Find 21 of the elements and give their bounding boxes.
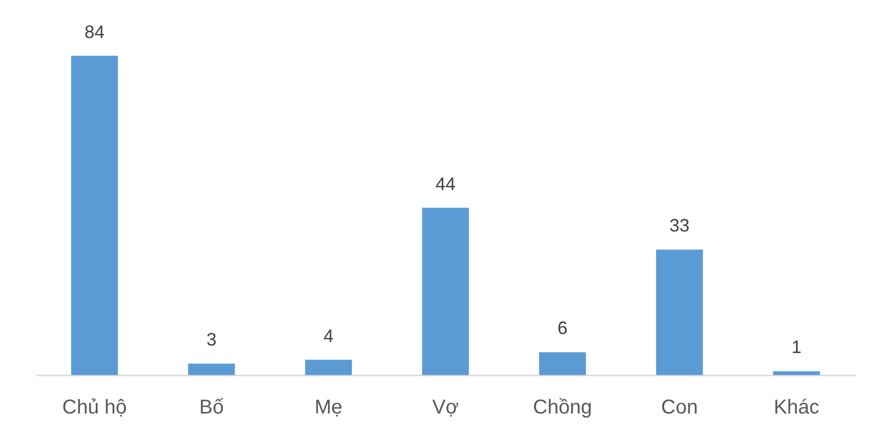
data-label: 1 bbox=[791, 337, 802, 358]
x-tick-label: Chủ hộ bbox=[62, 396, 127, 418]
x-tick-label: Vợ bbox=[432, 396, 459, 418]
bar bbox=[71, 56, 118, 375]
bar bbox=[422, 208, 469, 375]
x-tick-label: Khác bbox=[774, 396, 820, 418]
data-label: 4 bbox=[323, 326, 334, 346]
data-label: 84 bbox=[84, 22, 105, 42]
x-tick-label: Mẹ bbox=[314, 396, 342, 418]
x-tick-label: Chồng bbox=[533, 396, 592, 418]
bar bbox=[188, 364, 235, 375]
x-tick-label: Con bbox=[661, 396, 698, 418]
data-label: 6 bbox=[557, 318, 568, 338]
bar bbox=[773, 371, 820, 375]
data-label: 44 bbox=[435, 174, 456, 194]
x-tick-label: Bố bbox=[199, 396, 224, 418]
bar bbox=[539, 352, 586, 375]
data-label: 3 bbox=[206, 330, 217, 350]
bar bbox=[656, 250, 703, 375]
bar bbox=[305, 360, 352, 375]
data-label: 33 bbox=[669, 216, 690, 236]
